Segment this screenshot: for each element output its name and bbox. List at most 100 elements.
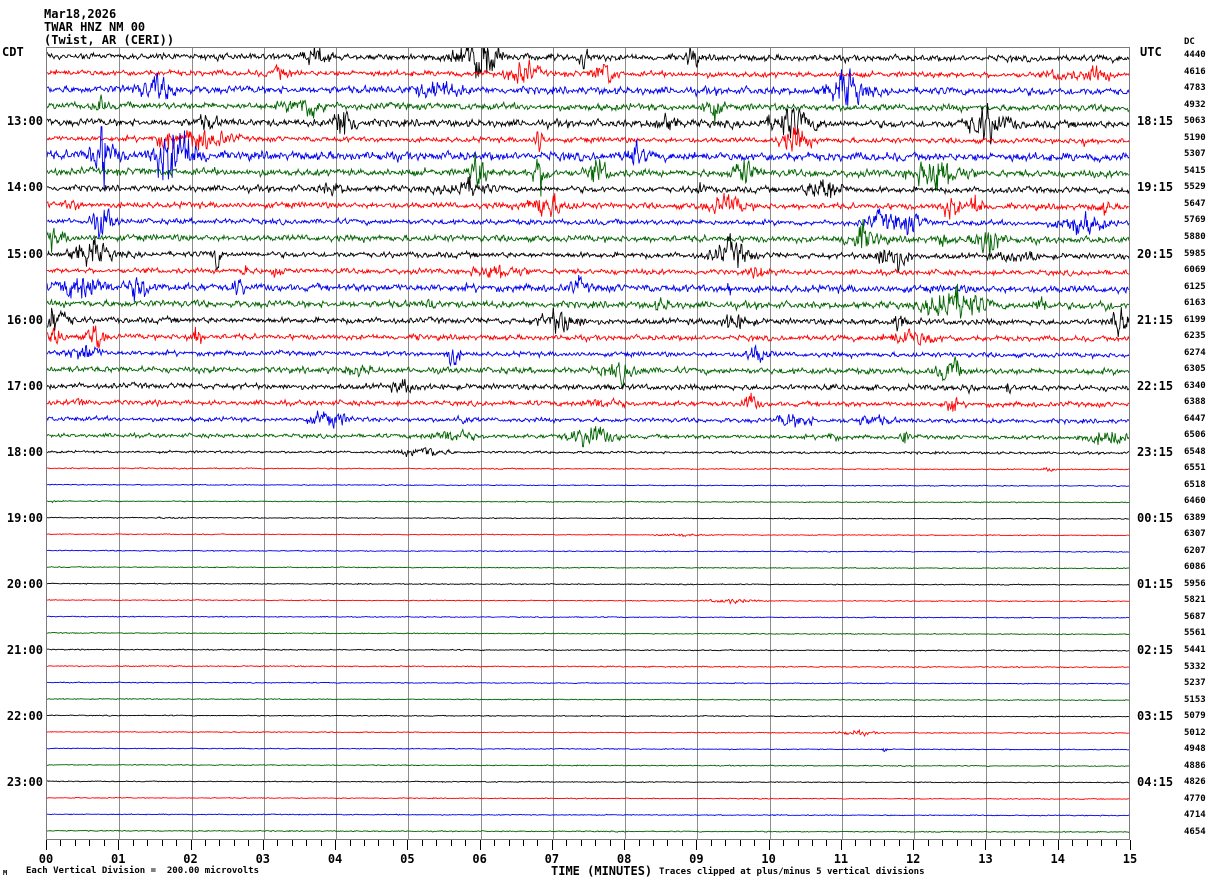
xtick-minor: [1043, 840, 1044, 846]
units-note: Each Vertical Division = 200.00 microvol…: [26, 866, 259, 876]
xtick-minor: [1000, 840, 1001, 846]
dc-value-2: 4783: [1184, 83, 1206, 94]
xtick-minor: [277, 840, 278, 846]
xtick-minor: [957, 840, 958, 846]
cdt-label-2100: 21:00: [6, 643, 43, 657]
gridline-minute-04: [336, 48, 337, 839]
trace-20: [47, 378, 1129, 395]
record-date: Mar18,2026: [44, 7, 117, 21]
seismogram-plot-area[interactable]: [46, 47, 1130, 840]
xtick-minor: [393, 840, 394, 846]
xtick-minor: [422, 840, 423, 846]
cdt-label-1700: 17:00: [6, 378, 43, 393]
trace-34: [47, 615, 1129, 619]
dc-value-35: 5561: [1184, 628, 1206, 639]
utc-label-2315: 23:15: [1137, 444, 1174, 459]
cdt-label-1400: 14:00: [6, 180, 43, 195]
dc-value-32: 5956: [1184, 578, 1206, 589]
trace-41: [47, 728, 1129, 738]
dc-value-14: 6125: [1184, 281, 1206, 292]
utc-label-0015: 00:15: [1137, 510, 1174, 525]
xtick-minor: [75, 840, 76, 846]
trace-14: [47, 274, 1129, 302]
xtick-minor: [147, 840, 148, 846]
xtick-minor: [855, 840, 856, 846]
xtick-minor: [826, 840, 827, 846]
dc-value-24: 6548: [1184, 446, 1206, 457]
xtick-minor: [711, 840, 712, 846]
trace-1: [47, 59, 1129, 85]
trace-23: [47, 426, 1129, 448]
gridline-minute-03: [264, 48, 265, 839]
xtick-label-06: 06: [472, 852, 487, 866]
dc-value-20: 6340: [1184, 380, 1206, 391]
dc-value-34: 5687: [1184, 611, 1206, 622]
xtick-label-05: 05: [400, 852, 415, 866]
xtick-minor: [350, 840, 351, 846]
utc-label-0215: 02:15: [1137, 643, 1174, 657]
trace-18: [47, 344, 1129, 367]
station-code: TWAR HNZ NM 00: [44, 20, 146, 34]
dc-value-3: 4932: [1184, 99, 1206, 110]
dc-value-43: 4886: [1184, 760, 1206, 771]
xtick-major-14: [1058, 840, 1059, 850]
trace-19: [47, 356, 1129, 389]
trace-4: [47, 103, 1129, 145]
dc-value-27: 6460: [1184, 496, 1206, 507]
dc-value-1: 4616: [1184, 66, 1206, 77]
xtick-minor: [942, 840, 943, 846]
trace-38: [47, 681, 1129, 685]
dc-value-6: 5307: [1184, 149, 1206, 160]
station-location: (Twist, AR (CERI)): [44, 33, 175, 47]
xtick-minor: [133, 840, 134, 846]
cdt-label-1500: 15:00: [6, 246, 43, 261]
gridline-minute-01: [119, 48, 120, 839]
trace-3: [47, 94, 1129, 125]
dc-value-37: 5332: [1184, 661, 1206, 672]
xtick-major-06: [480, 840, 481, 850]
xtick-minor: [667, 840, 668, 846]
xtick-minor: [537, 840, 538, 846]
xtick-major-15: [1130, 840, 1131, 850]
xtick-minor: [248, 840, 249, 846]
dc-value-36: 5441: [1184, 645, 1206, 655]
dc-value-7: 5415: [1184, 165, 1206, 176]
trace-46: [47, 813, 1129, 817]
trace-47: [47, 829, 1129, 833]
xtick-major-09: [696, 840, 697, 850]
xtick-minor: [1087, 840, 1088, 846]
dc-value-23: 6506: [1184, 430, 1206, 441]
dc-value-15: 6163: [1184, 298, 1206, 309]
xtick-minor: [89, 840, 90, 846]
xtick-minor: [725, 840, 726, 846]
dc-value-25: 6551: [1184, 463, 1206, 474]
xtick-minor: [884, 840, 885, 846]
dc-value-18: 6274: [1184, 347, 1206, 358]
trace-25: [47, 466, 1129, 472]
xtick-minor: [928, 840, 929, 846]
xtick-label-14: 14: [1050, 852, 1065, 866]
trace-0: [47, 48, 1129, 79]
xtick-minor: [639, 840, 640, 846]
xtick-label-01: 01: [111, 852, 126, 866]
trace-22: [47, 410, 1129, 429]
xtick-minor: [740, 840, 741, 846]
xtick-label-08: 08: [616, 852, 632, 866]
dc-value-31: 6086: [1184, 562, 1206, 573]
trace-37: [47, 664, 1129, 669]
dc-value-13: 6069: [1184, 265, 1206, 276]
gridline-minute-06: [481, 48, 482, 839]
xtick-minor: [364, 840, 365, 846]
utc-label-0115: 01:15: [1137, 576, 1174, 591]
dc-value-9: 5647: [1184, 198, 1206, 209]
dc-value-38: 5237: [1184, 678, 1206, 689]
gridline-minute-07: [553, 48, 554, 839]
xtick-minor: [971, 840, 972, 846]
trace-31: [47, 566, 1129, 570]
trace-15: [47, 283, 1129, 319]
xtick-minor: [523, 840, 524, 846]
xtick-major-08: [624, 840, 625, 850]
x-axis-title: TIME (MINUTES): [551, 864, 653, 878]
corner-glyph: M: [3, 869, 8, 877]
